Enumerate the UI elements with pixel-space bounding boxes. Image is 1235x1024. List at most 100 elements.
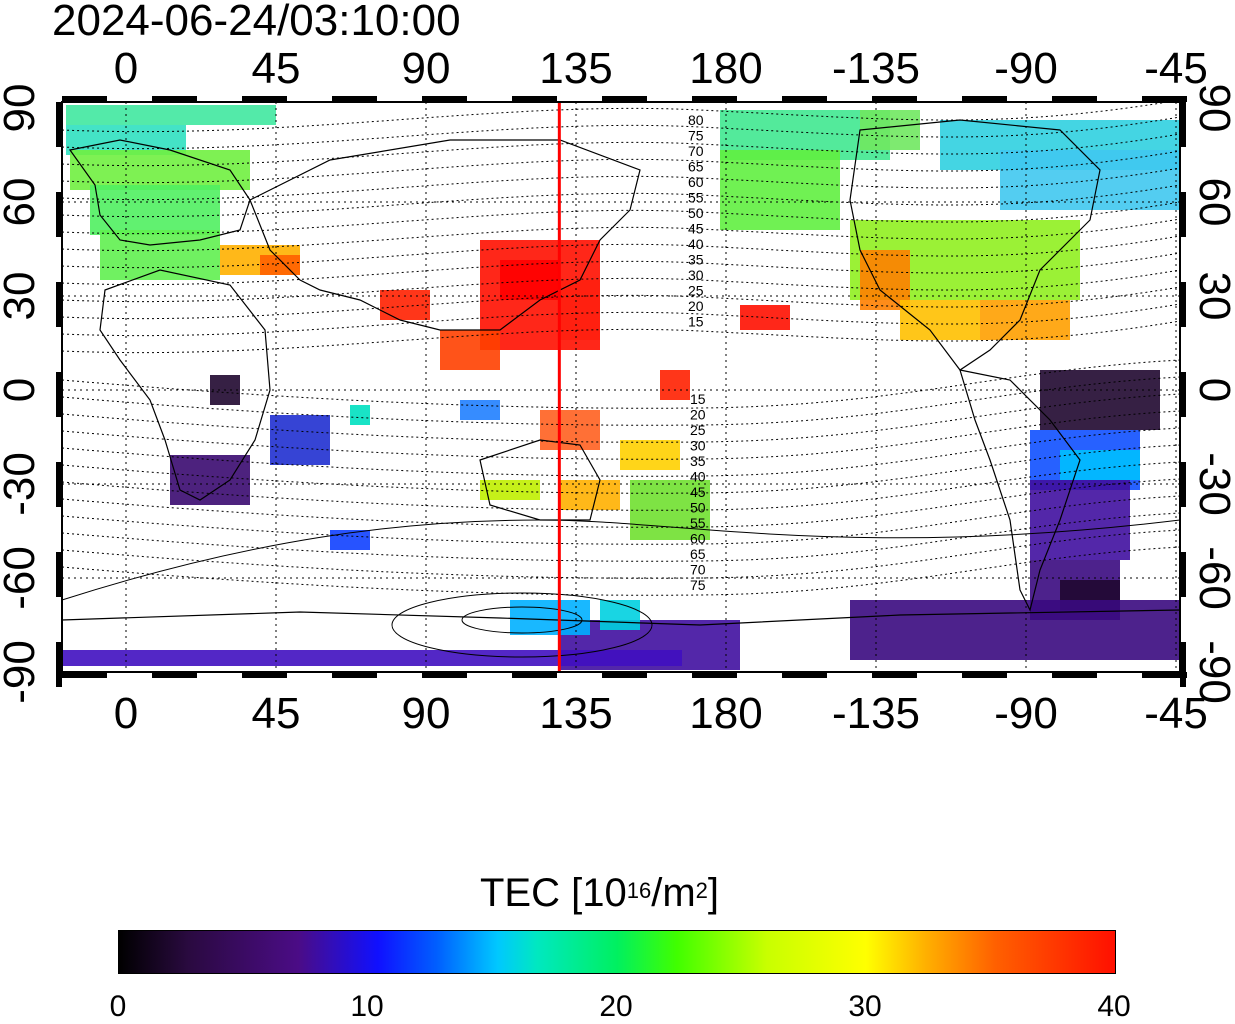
top-lon-label: 45 (252, 44, 301, 93)
frame-tick (872, 96, 917, 102)
frame-tick (782, 672, 827, 678)
colorbar-tick-label: 10 (350, 990, 384, 1023)
tec-patch (500, 260, 560, 300)
contour-line-north (61, 150, 1181, 184)
contour-line-south (61, 393, 1181, 443)
contour-line-north (61, 286, 1181, 320)
frame-tick (872, 672, 917, 678)
right-lat-label: -90 (1190, 640, 1235, 704)
frame-tick (1142, 96, 1187, 102)
contour-ellipse (461, 606, 583, 634)
contour-line-south (61, 529, 1181, 579)
contour-label: 30 (690, 438, 706, 454)
top-lon-label: 0 (114, 44, 138, 93)
contour-line-north (61, 133, 1181, 167)
lat-lon-grid (62, 102, 1180, 672)
tec-data-layer (62, 105, 1180, 670)
left-lat-label: 30 (0, 272, 44, 321)
right-lat-label: 30 (1190, 272, 1235, 321)
frame-tick (1180, 462, 1186, 507)
frame-tick (422, 96, 467, 102)
colorbar-tick-label: 20 (599, 990, 633, 1023)
tec-patch (720, 150, 840, 230)
contour-label: 80 (688, 112, 704, 128)
coastline (68, 139, 251, 246)
frame-tick (602, 96, 647, 102)
frame-tick (1052, 672, 1097, 678)
tec-patch (350, 405, 370, 425)
contour-label: 75 (690, 577, 706, 593)
frame-tick (512, 96, 557, 102)
frame-tick (62, 96, 107, 102)
bottom-lon-label: -90 (994, 689, 1058, 738)
timestamp-title: 2024-06-24/03:10:00 (52, 0, 461, 45)
contour-line-north (61, 218, 1181, 252)
colorbar-title: TEC [1016/m2] (480, 871, 720, 915)
tec-patch (70, 150, 250, 190)
contour-label: 40 (690, 469, 706, 485)
contour-label: 50 (690, 500, 706, 516)
contour-label: 75 (688, 128, 704, 144)
frame-tick (62, 672, 107, 678)
frame-tick (782, 96, 827, 102)
right-lat-label: -60 (1190, 546, 1235, 610)
bottom-lon-label: 45 (252, 689, 301, 738)
contour-line-south (61, 478, 1181, 528)
tec-patch (660, 370, 690, 400)
contour-label: 65 (690, 546, 706, 562)
tec-patch (740, 305, 790, 330)
top-lon-label: -135 (832, 44, 920, 93)
contour-ellipse (391, 592, 653, 658)
contour-line-south (61, 512, 1181, 562)
right-lat-label: 60 (1190, 178, 1235, 227)
right-lat-label: -30 (1190, 452, 1235, 516)
frame-tick (1142, 672, 1187, 678)
tec-patch (1060, 450, 1140, 480)
contour-line-south (61, 427, 1181, 477)
contour-label: 20 (688, 298, 704, 314)
contour-label: 40 (688, 236, 704, 252)
tec-patch (560, 280, 600, 340)
contour-line-north (61, 167, 1181, 201)
contour-label: 20 (690, 407, 706, 423)
left-lat-label: -30 (0, 452, 44, 516)
tec-patch (860, 110, 920, 150)
frame-tick (56, 462, 62, 507)
frame-tick (152, 672, 197, 678)
magnetic-contours (61, 99, 1181, 658)
frame-tick (1180, 372, 1186, 417)
tec-patch (560, 480, 620, 510)
contour-line-north (61, 269, 1181, 303)
coastline (959, 369, 1081, 612)
bottom-lon-label: 135 (539, 689, 612, 738)
tec-patch (440, 330, 500, 370)
tec-patch (66, 105, 276, 125)
frame-tick (56, 552, 62, 597)
contour-line-south (61, 359, 1181, 409)
top-lon-label: 180 (689, 44, 762, 93)
contour-label: 65 (688, 159, 704, 175)
tec-patch (62, 650, 682, 666)
tec-colorbar (118, 930, 1116, 974)
tec-patch (100, 230, 220, 280)
coastline (61, 609, 1181, 626)
tec-patch (480, 480, 540, 500)
tec-patch (620, 440, 680, 470)
frame-tick (56, 642, 62, 687)
frame-tick (56, 102, 62, 147)
frame-tick (962, 96, 1007, 102)
contour-label: 35 (688, 252, 704, 268)
contour-label: 30 (688, 267, 704, 283)
tec-patch (90, 185, 220, 235)
frame-tick (332, 672, 377, 678)
contour-line-north (61, 303, 1181, 337)
bottom-lon-label: 180 (689, 689, 762, 738)
contour-label: 60 (688, 174, 704, 190)
contour-labels: 8075706560555045403530252015152025303540… (688, 112, 706, 593)
frame-tick (422, 672, 467, 678)
contour-label: 15 (690, 391, 706, 407)
top-lon-label: -45 (1144, 44, 1208, 93)
contour-line-south (61, 546, 1181, 596)
contour-label: 25 (688, 283, 704, 299)
contour-line-north (61, 252, 1181, 286)
